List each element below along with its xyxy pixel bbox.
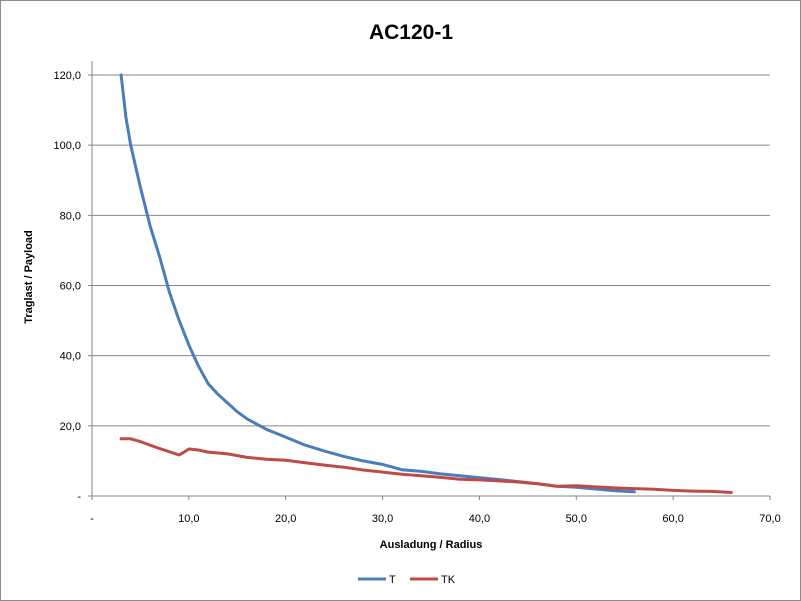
series-line-tk	[119, 437, 733, 494]
y-tick-label: 40,0	[60, 351, 81, 363]
y-tick-label: -	[77, 491, 81, 503]
x-tick-label: 30,0	[372, 513, 393, 525]
x-axis-title: Ausladung / Radius	[380, 539, 483, 551]
y-tick-label: 80,0	[60, 210, 81, 222]
chart-title: AC120-1	[369, 21, 453, 44]
y-tick-label: 20,0	[60, 421, 81, 433]
y-tick-label: 100,0	[53, 140, 81, 152]
x-tick-label: 50,0	[566, 513, 587, 525]
x-tick-label: 20,0	[275, 513, 296, 525]
legend: T TK	[358, 574, 456, 586]
legend-label-t: T	[389, 574, 396, 586]
x-tick-label: -	[90, 513, 94, 525]
y-axis-title: Traglast / Payload	[23, 230, 35, 324]
x-tick-label: 10,0	[178, 513, 199, 525]
axes: - 20,0 40,0 60,0 80,0 100,0 120,0 - 10,0 20,0 30,0…	[53, 61, 781, 525]
x-tick-label: 40,0	[469, 513, 490, 525]
x-tick-label: 70,0	[759, 513, 780, 525]
legend-label-tk: TK	[441, 574, 456, 586]
series-line-t	[119, 73, 636, 494]
x-tick-label: 60,0	[662, 513, 683, 525]
gridlines	[92, 74, 770, 427]
series-lines	[119, 73, 733, 494]
y-tick-label: 120,0	[53, 70, 81, 82]
y-tick-label: 60,0	[60, 281, 81, 293]
